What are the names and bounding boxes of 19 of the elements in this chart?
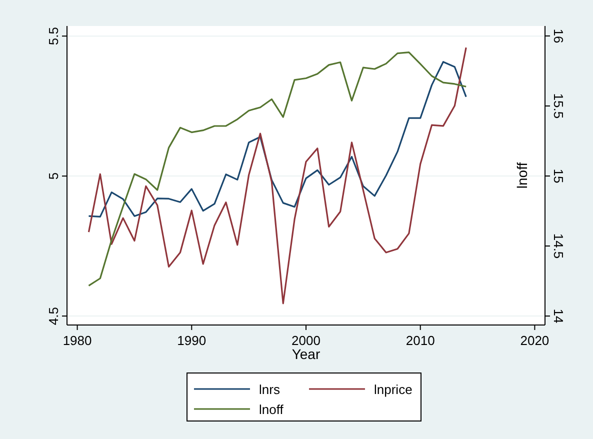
y-tick-label: 4.5 [46,307,61,326]
y2-tick-label: 15 [551,168,566,184]
y-tick-label: 5.5 [46,27,61,46]
x-tick-label: 1980 [62,333,92,348]
x-tick-label: 1990 [177,333,206,348]
y2-tick-label: 14 [551,308,566,324]
x-tick-label: 2000 [292,333,320,348]
x-tick-label: 2020 [520,333,550,348]
x-axis-title: Year [292,346,320,362]
x-tick-label: 2010 [406,333,435,348]
legend-label: lnrs [259,382,280,397]
y2-tick-label: 14.5 [551,233,566,259]
y2-tick-label: 15.5 [551,93,566,119]
y-tick-label: 5 [46,172,61,180]
line-series [88,61,467,218]
y2-tick-label: 16 [551,28,566,44]
legend-label: lnprice [374,382,412,397]
y2-axis-title: lnoff [514,162,530,189]
legend-label: lnoff [259,402,284,417]
